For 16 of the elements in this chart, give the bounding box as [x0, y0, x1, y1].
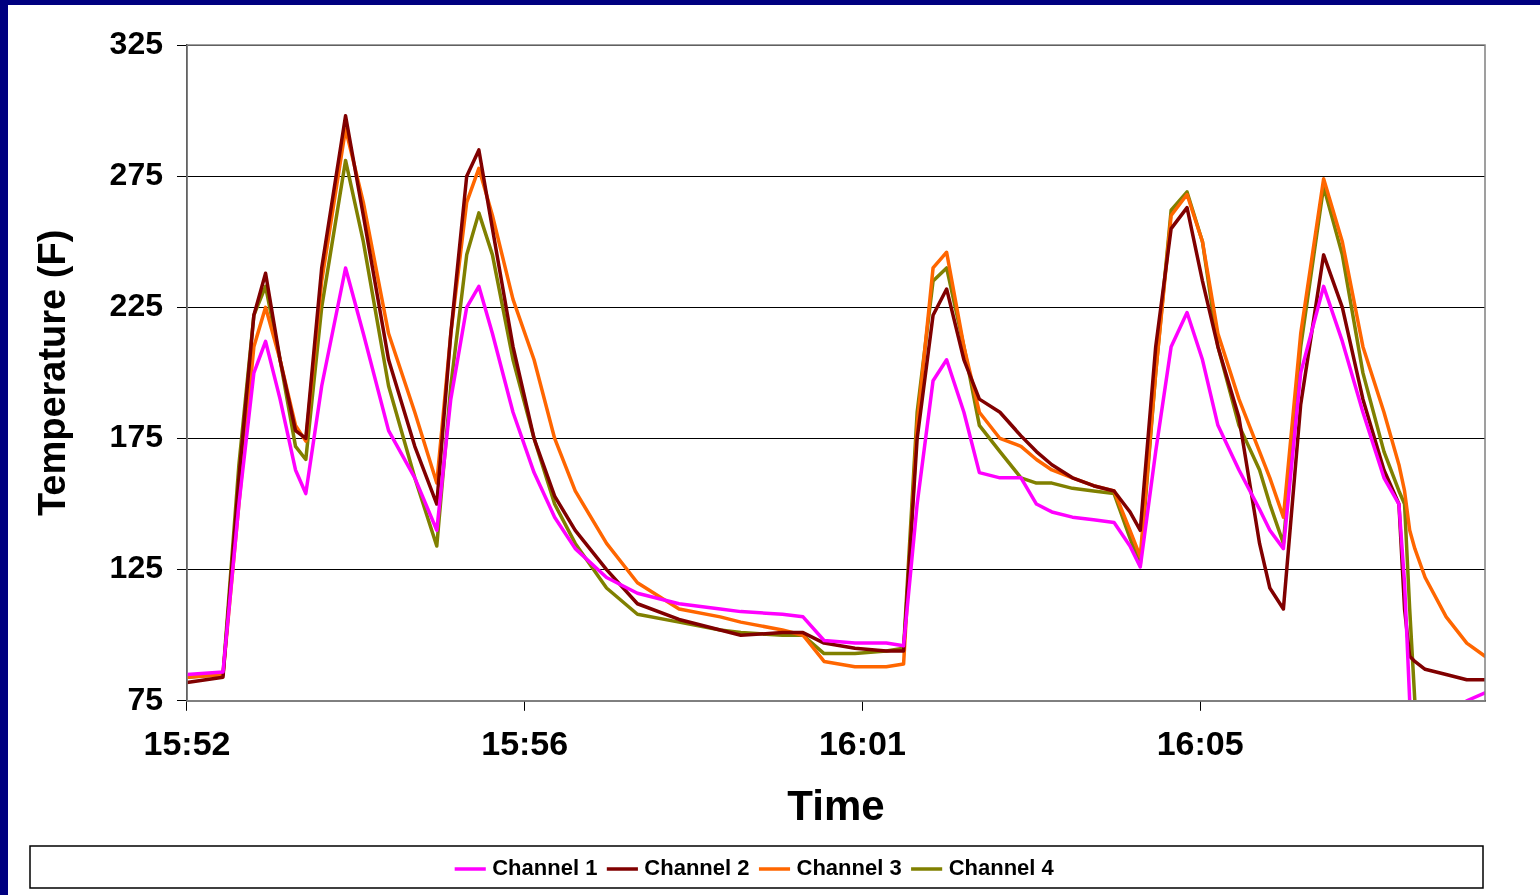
x-tick-label: 16:01 — [818, 723, 906, 762]
y-axis-title: Temperature (F) — [31, 229, 74, 517]
x-tick-label: 16:05 — [1156, 723, 1244, 762]
y-tick-label: 325 — [109, 24, 163, 61]
x-tick-label: 15:56 — [481, 723, 569, 762]
legend-label: Channel 4 — [948, 855, 1055, 881]
y-tick-label: 125 — [109, 549, 163, 586]
y-tick-label: 175 — [109, 418, 163, 455]
legend-label: Channel 1 — [492, 855, 598, 881]
legend-label: Channel 3 — [796, 855, 902, 881]
x-axis-title: Time — [787, 782, 885, 830]
x-tick-label: 15:52 — [143, 723, 231, 762]
legend-label: Channel 2 — [644, 855, 750, 881]
y-tick-label: 75 — [127, 680, 163, 717]
y-tick-label: 275 — [109, 155, 163, 192]
y-tick-label: 225 — [109, 287, 163, 324]
